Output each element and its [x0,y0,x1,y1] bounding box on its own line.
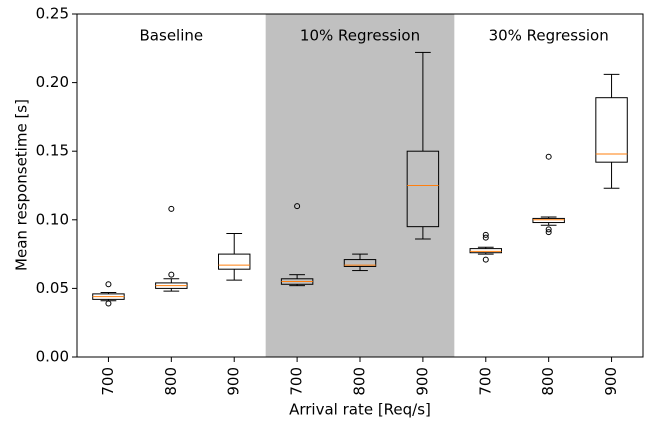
flier [105,300,112,307]
flier [105,281,112,288]
x-tick-label: 800 [539,367,557,396]
group-label: Baseline [140,27,204,45]
group-label: 30% Regression [489,27,609,45]
box [406,150,440,228]
y-tick-label: 0.10 [36,210,69,228]
y-tick-label: 0.25 [36,5,69,23]
box [218,253,251,270]
plot-frame [76,13,644,358]
flier [294,203,301,210]
y-tick-label: 0.15 [36,142,69,160]
flier [168,205,175,212]
box [532,217,565,224]
flier [482,231,489,238]
x-tick-label: 700 [476,367,494,396]
flier [168,271,175,278]
box [595,97,628,163]
flier [545,229,552,236]
y-axis-label: Mean responsetime [s] [13,99,31,271]
box [469,248,502,254]
y-tick-label: 0.00 [36,348,69,366]
flier [545,153,552,160]
x-tick-label: 900 [225,367,243,396]
x-tick-label: 900 [413,367,431,396]
y-tick-label: 0.20 [36,73,69,91]
flier [482,256,489,263]
x-tick-label: 900 [602,367,620,396]
x-tick-label: 800 [351,367,369,396]
y-tick-label: 0.05 [36,279,69,297]
group-label: 10% Regression [300,27,420,45]
x-tick-label: 700 [288,367,306,396]
flier [482,234,489,241]
x-axis-label: Arrival rate [Req/s] [289,401,431,419]
flier [545,226,552,233]
box [343,259,377,267]
x-tick-label: 700 [99,367,117,396]
x-tick-label: 800 [162,367,180,396]
